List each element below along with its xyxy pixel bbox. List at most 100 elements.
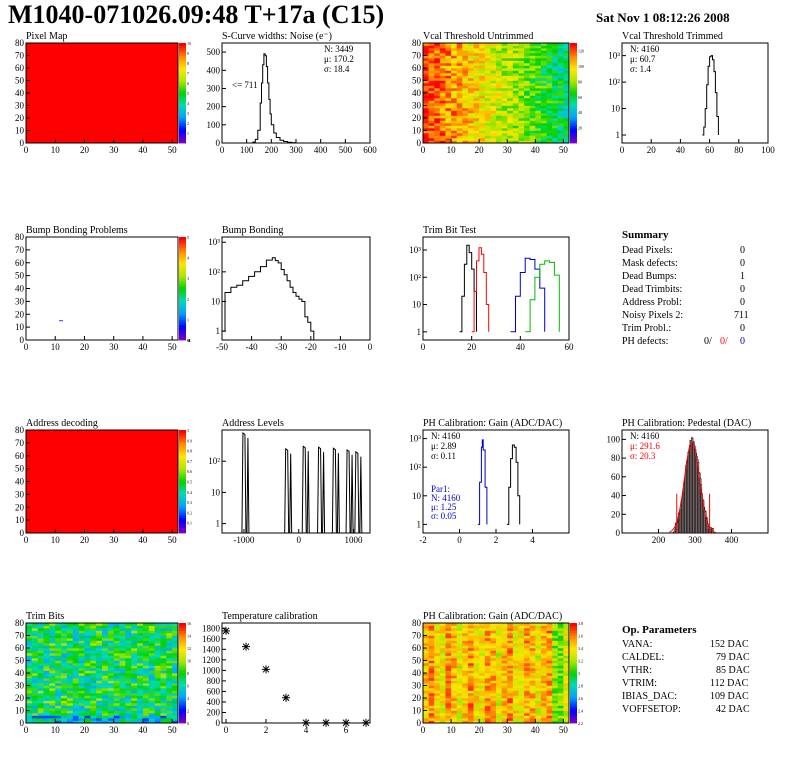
heatmap-cell xyxy=(445,138,452,141)
heatmap-cell xyxy=(501,83,508,86)
heatmap-cell xyxy=(563,668,570,671)
heatmap-cell xyxy=(172,668,179,671)
heatmap-cell xyxy=(445,110,452,114)
heatmap-cell xyxy=(490,653,497,656)
heatmap-cell xyxy=(102,685,109,689)
heatmap-cell xyxy=(546,88,553,91)
heatmap-cell xyxy=(535,635,542,639)
heatmap-cell xyxy=(524,645,530,649)
heatmap-cell xyxy=(142,625,150,629)
heatmap-cell xyxy=(84,635,91,639)
heatmap-cell xyxy=(540,708,547,711)
heatmap-cell xyxy=(484,108,491,111)
heatmap-cell xyxy=(84,668,91,671)
heatmap-cell xyxy=(137,713,144,716)
heatmap-cell xyxy=(445,83,452,86)
heatmap-cell xyxy=(125,693,132,696)
heatmap-cell xyxy=(524,683,530,686)
heatmap-cell xyxy=(137,708,144,711)
heatmap-cell xyxy=(524,655,530,659)
x-tick-label: -10 xyxy=(334,342,346,352)
heatmap-cell xyxy=(451,103,457,106)
color-scale-segment xyxy=(570,628,577,631)
color-scale-segment xyxy=(179,453,186,457)
heatmap-cell xyxy=(462,685,469,689)
heatmap-cell xyxy=(434,95,441,99)
heatmap-cell xyxy=(484,133,491,136)
heatmap-cell xyxy=(546,93,553,96)
heatmap-cell xyxy=(434,648,441,651)
heatmap-cell xyxy=(78,663,85,666)
color-scale-segment xyxy=(179,658,186,661)
color-scale-segment xyxy=(179,442,186,446)
heatmap-cell xyxy=(518,113,525,116)
heatmap-cell xyxy=(546,675,553,679)
heatmap-cell xyxy=(479,655,486,659)
heatmap-cell xyxy=(507,48,514,51)
heatmap-cell xyxy=(434,98,441,101)
heatmap-cell xyxy=(55,668,62,671)
heatmap-cell xyxy=(518,665,525,669)
heatmap-cell xyxy=(473,690,480,694)
heatmap-cell xyxy=(501,138,508,141)
heatmap-cell xyxy=(518,703,525,706)
color-scale-segment xyxy=(179,460,186,464)
heatmap-cell xyxy=(439,128,446,131)
heatmap-cell xyxy=(451,638,457,641)
heatmap-cell xyxy=(96,705,103,709)
heatmap-cell xyxy=(540,110,547,114)
heatmap-cell xyxy=(467,88,474,91)
x-tick-label: 20 xyxy=(475,145,485,155)
heatmap-cell xyxy=(439,655,446,659)
color-scale-segment xyxy=(179,108,186,111)
y-tick-label: 10² xyxy=(409,462,421,472)
heatmap-cell xyxy=(496,55,502,59)
heatmap-cell xyxy=(428,713,435,716)
heatmap-cell xyxy=(518,683,525,686)
heatmap-cell xyxy=(428,703,435,706)
heatmap-cell xyxy=(473,75,480,79)
heatmap-cell xyxy=(557,635,564,639)
heatmap-cell xyxy=(66,693,74,696)
heatmap-cell xyxy=(107,690,114,694)
heatmap-cell xyxy=(518,98,525,101)
heatmap-cell xyxy=(445,633,452,636)
heatmap-cell xyxy=(107,658,114,661)
chart-title: PH Calibration: Pedestal (DAC) xyxy=(622,418,751,429)
heatmap-cell xyxy=(507,45,514,49)
heatmap-cell xyxy=(462,705,469,709)
heatmap-cell xyxy=(467,135,474,139)
heatmap-cell xyxy=(496,683,502,686)
heatmap-cell xyxy=(55,645,62,649)
heatmap-cell xyxy=(507,653,514,656)
heatmap-cell xyxy=(557,648,564,651)
heatmap-cell xyxy=(479,700,486,704)
heatmap-cell xyxy=(563,713,570,716)
heatmap-cell xyxy=(535,60,542,64)
heatmap-cell xyxy=(137,703,144,706)
heatmap-cell xyxy=(467,675,474,679)
heatmap-cell xyxy=(423,53,429,56)
heatmap-cell xyxy=(467,120,474,124)
heatmap-cell xyxy=(423,688,429,691)
heatmap-cell xyxy=(434,135,441,139)
heatmap-cell xyxy=(518,138,525,141)
heatmap-cell xyxy=(512,700,519,704)
heatmap-cell xyxy=(445,720,452,724)
heatmap-cell xyxy=(439,700,446,704)
heatmap-cells xyxy=(423,623,570,724)
heatmap-cell xyxy=(142,658,150,661)
heatmap-cell xyxy=(96,713,103,716)
heatmap-cell xyxy=(467,683,474,686)
heatmap-cell xyxy=(456,60,463,64)
heatmap-cell xyxy=(456,688,463,691)
heatmap-cells xyxy=(26,623,179,724)
heatmap-cell xyxy=(434,663,441,666)
heatmap-cell xyxy=(119,698,126,701)
heatmap-cell xyxy=(423,658,429,661)
heatmap-cell xyxy=(479,638,486,641)
heatmap-cell xyxy=(557,133,564,136)
color-scale-segment xyxy=(179,70,186,74)
heatmap-cell xyxy=(496,73,502,76)
heatmap-cell xyxy=(428,83,435,86)
